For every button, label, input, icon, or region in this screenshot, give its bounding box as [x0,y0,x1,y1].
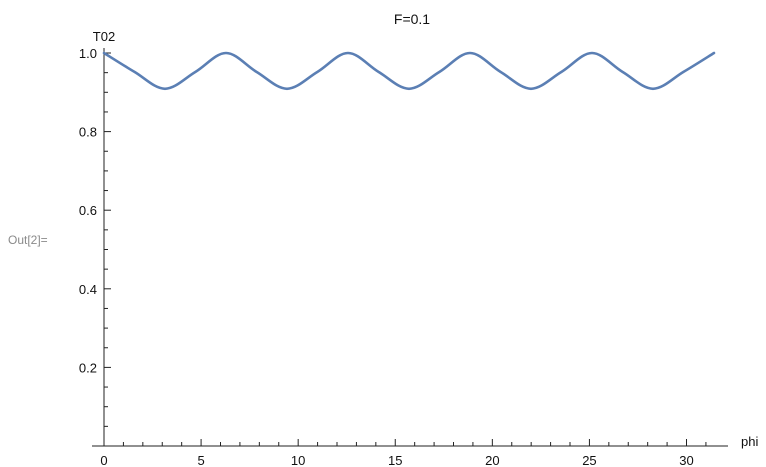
chart-axes [92,48,728,446]
x-tick-label: 20 [485,453,499,467]
x-tick-label: 30 [679,453,693,467]
chart-title: F=0.1 [394,11,430,27]
y-tick-label: 0.6 [79,203,97,218]
y-tick-label: 0.4 [79,282,97,297]
series-line [104,53,714,89]
x-tick-label: 25 [582,453,596,467]
y-tick-label: 0.8 [79,125,97,140]
x-tick-label: 10 [291,453,305,467]
x-tick-label: 5 [197,453,204,467]
x-axis-label: phi [741,434,758,449]
x-tick-label: 0 [100,453,107,467]
y-tick-label: 1.0 [79,46,97,61]
chart-series-layer [104,53,714,89]
chart-ticks: 0 5 10 15 20 25 30 0.2 0.4 0.6 0.8 1.0 [79,46,706,467]
y-axis-label: T02 [93,29,115,44]
y-tick-label: 0.2 [79,360,97,375]
x-tick-label: 15 [388,453,402,467]
